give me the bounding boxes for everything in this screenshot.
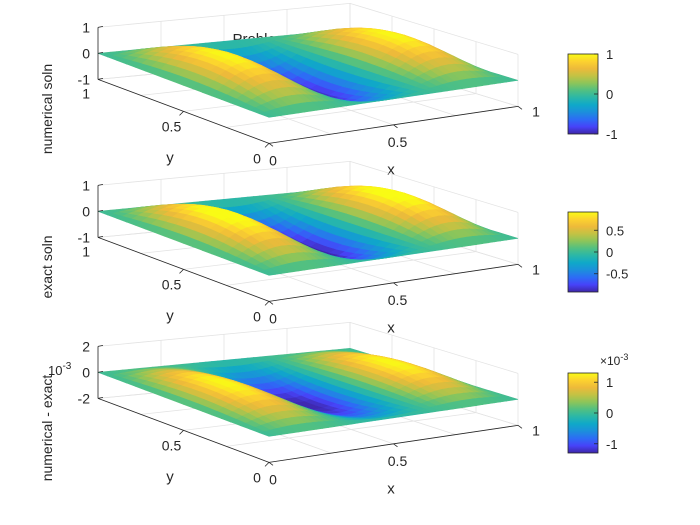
- colorbar-tick-label: 1: [606, 47, 613, 62]
- x-tick: [268, 462, 274, 466]
- colorbar: [567, 372, 599, 454]
- z-tick: [97, 77, 104, 80]
- x-tick-label: 0.5: [388, 292, 408, 308]
- z-tick: [97, 344, 104, 347]
- colorbar: [567, 211, 599, 293]
- x-axis-label: x: [387, 481, 395, 498]
- colorbar: [567, 53, 599, 135]
- surface-patch: [502, 396, 519, 401]
- colorbar-tick-label: 0: [606, 245, 613, 260]
- z-tick-label: -1: [78, 229, 91, 245]
- z-tick-label: -1: [78, 71, 91, 87]
- colorbar-tick-label: -1: [606, 437, 618, 452]
- y-tick-label: 1: [82, 85, 90, 101]
- y-tick: [264, 301, 270, 306]
- surface-patch: [502, 235, 519, 240]
- x-tick-label: 0: [269, 152, 277, 168]
- x-tick-label: 1: [532, 422, 540, 438]
- surface-mesh: [97, 348, 519, 437]
- z-exponent: 10-3: [48, 361, 72, 378]
- colorbar-tick-label: 0: [606, 87, 613, 102]
- y-tick: [179, 111, 184, 116]
- y-axis-label: y: [166, 150, 174, 167]
- y-tick: [179, 269, 184, 274]
- x-tick-label: 0: [269, 471, 277, 487]
- z-tick: [97, 209, 104, 212]
- x-axis-label: x: [387, 320, 395, 337]
- x-tick-label: 1: [532, 103, 540, 119]
- x-tick: [517, 264, 523, 268]
- z-tick: [97, 25, 104, 28]
- z-tick: [97, 51, 104, 54]
- colorbar-tick-label: 0.5: [606, 223, 624, 238]
- x-tick: [517, 106, 523, 110]
- z-tick-label: 1: [82, 177, 90, 193]
- grid-line: [97, 321, 519, 374]
- colorbar-tick-label: 0: [606, 406, 613, 421]
- x-tick: [393, 124, 398, 129]
- z-tick-label: -2: [78, 390, 91, 406]
- x-tick: [268, 301, 274, 305]
- x-tick-label: 0.5: [388, 134, 408, 150]
- z-tick-label: 1: [82, 19, 90, 35]
- x-axis-label: x: [387, 162, 395, 179]
- z-tick: [97, 396, 104, 399]
- y-tick-label: 0: [253, 308, 261, 324]
- z-tick: [97, 235, 104, 238]
- grid-line: [97, 2, 519, 55]
- y-tick-label: 0: [253, 469, 261, 485]
- y-tick-label: 0.5: [162, 276, 182, 292]
- surface-patch: [502, 77, 519, 82]
- z-axis-label: numerical - exact: [39, 375, 55, 482]
- x-tick: [268, 143, 274, 147]
- y-tick: [264, 462, 270, 467]
- z-tick-label: 0: [82, 364, 90, 380]
- colorbar-tick-label: -0.5: [606, 267, 628, 282]
- grid-line: [97, 160, 519, 213]
- y-tick: [179, 430, 184, 435]
- y-tick-label: 0.5: [162, 437, 182, 453]
- x-tick: [393, 282, 398, 287]
- z-tick-label: 2: [82, 338, 90, 354]
- x-tick-label: 0: [269, 310, 277, 326]
- x-tick-label: 0.5: [388, 453, 408, 469]
- z-tick: [97, 370, 104, 373]
- z-axis-label: exact soln: [39, 235, 55, 298]
- colorbar-exponent: ×10-3: [600, 352, 628, 368]
- z-tick-label: 0: [82, 45, 90, 61]
- surface-mesh: [97, 27, 519, 118]
- y-tick-label: 0: [253, 150, 261, 166]
- z-axis-label: numerical soln: [39, 64, 55, 154]
- x-tick: [393, 443, 398, 448]
- z-tick-label: 0: [82, 203, 90, 219]
- colorbar-tick-label: -1: [606, 127, 618, 142]
- x-tick-label: 1: [532, 261, 540, 277]
- y-tick: [264, 143, 270, 148]
- surface-mesh: [97, 185, 519, 276]
- y-axis-label: y: [166, 469, 174, 486]
- y-tick-label: 1: [82, 243, 90, 259]
- y-axis-label: y: [166, 308, 174, 325]
- y-tick-label: 0.5: [162, 118, 182, 134]
- z-tick: [97, 183, 104, 186]
- colorbar-tick-label: 1: [606, 375, 613, 390]
- x-tick: [517, 425, 523, 429]
